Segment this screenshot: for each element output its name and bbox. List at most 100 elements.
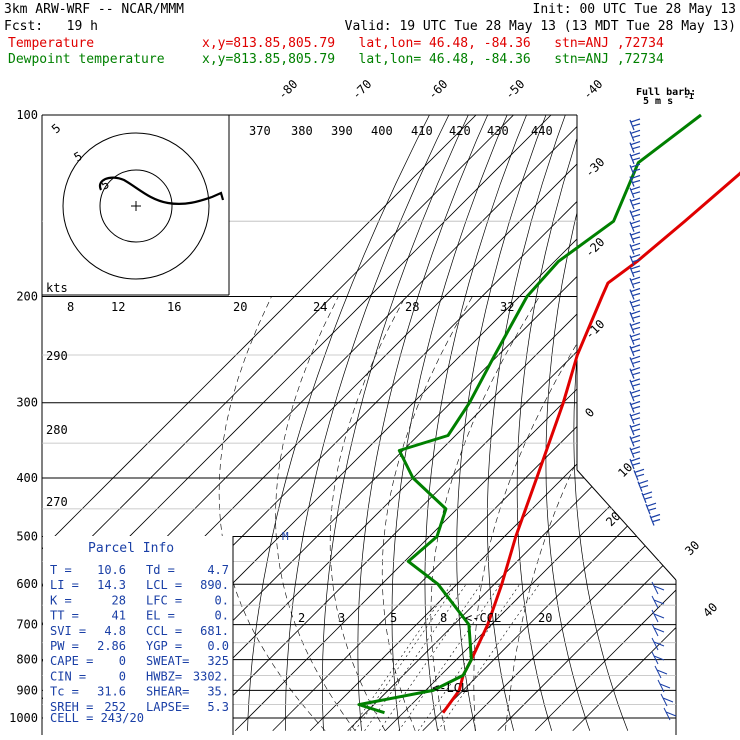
wind-barb [630,333,641,338]
parcel-value: 681. [200,624,229,638]
wind-barb [632,372,641,376]
lcl-label: <-LCL [432,681,468,695]
parcel-label: EL = [146,609,175,623]
parcel-label: SVI = [50,624,86,638]
theta-e-label: 430 [487,124,509,138]
parcel-label: LAPSE= [146,700,189,714]
wind-barb [630,242,641,247]
isotherm-line [234,115,676,732]
wind-barb [659,683,671,689]
isotherm-label: -10 [582,317,607,342]
wind-barb [630,163,641,168]
wind-barb [650,513,661,519]
barb-legend-exponent: -1 [684,92,694,101]
wind-barb [657,679,665,693]
moist-adiabat [329,296,406,731]
wind-barb [629,390,635,402]
wind-barb [660,693,668,707]
wind-barb [656,669,668,675]
wind-barb [629,458,635,470]
wind-barb [653,655,665,661]
wind-barb [630,367,641,372]
pressure-tick-label: 100 [16,108,38,122]
parcel-value: 10.6 [97,563,126,577]
mixing-ratio-label: 2 [298,611,305,625]
wind-barb [630,231,641,236]
mixing-ratio-label: 3 [338,611,345,625]
wind-barb [651,609,659,623]
parcel-value: 35. [207,685,229,699]
isotherm-label: 10 [615,460,635,480]
wind-barb [630,389,641,394]
wind-barb [632,168,641,172]
forecast-hour: Fcst: 19 h [4,19,98,34]
wind-barb [629,357,635,368]
wind-barb [630,220,641,225]
wind-barb [629,176,635,187]
mixing-ratio-label: 5 [390,611,397,625]
wind-barb [632,326,641,330]
wind-barb [630,186,641,191]
theta-e-label: 420 [449,124,471,138]
pressure-tick-label: 500 [16,530,38,544]
wind-barb [632,405,641,410]
init-time: Init: 00 UTC Tue 28 May 13 [532,2,737,17]
wind-barb [632,428,641,432]
isotherm-line [42,115,504,732]
theta-label: 270 [46,495,68,509]
parcel-label: SWEAT= [146,654,189,668]
mixing-ratio-line [349,584,452,731]
theta-label: 290 [46,349,68,363]
temperature-station-info: x,y=813.85,805.79 lat,lon= 46.48, -84.36… [202,36,664,51]
isotherm-label: -30 [582,155,607,180]
wind-barb [630,118,641,123]
pressure-tick-label: 700 [16,618,38,632]
pressure-tick-label: 200 [16,290,38,304]
mixing-ratio-label: 8 [440,611,447,625]
wind-barb [637,481,643,492]
temperature-profile [441,171,740,714]
parcel-value: 252 [104,700,126,714]
wind-barb [630,378,641,383]
mixing-ratio-line [378,584,482,731]
wind-barb [629,255,635,266]
wind-barb [629,153,635,165]
theta-e-label: 410 [411,124,433,138]
parcel-label: TT = [50,609,79,623]
ccl-label: <-CCL [465,611,501,625]
wind-barb [630,208,641,213]
parcel-info-box: Parcel Info T = 10.6 Td = 4.7 LI = 14.3 LCL = 8… [43,536,234,735]
parcel-value: 28 [112,593,126,607]
wind-barb [633,470,639,481]
wind-barb [653,641,665,647]
wind-barb [651,581,659,595]
isotherm-line [272,115,676,732]
wind-barb [638,480,649,485]
parcel-label: SREH = [50,700,93,714]
mixing-ratio-label: 28 [405,300,419,314]
mixing-ratio-label: 32 [500,300,514,314]
theta-e-label: 400 [371,124,393,138]
sounding-series [357,113,740,715]
isotherm-line [459,115,676,732]
wind-barb [634,468,645,473]
wind-barb [648,507,657,511]
parcel-label: K = [50,593,72,607]
theta-e-label: 390 [331,124,353,138]
wind-barb [653,613,665,619]
pressure-axis-labels: 100 200 300 400 500 600 700 800 900 1000 [9,108,38,725]
wind-barb [651,651,659,665]
wind-barb [629,198,635,210]
parcel-value: 41 [112,609,126,623]
wind-barb [630,355,641,360]
pressure-tick-label: 1000 [9,711,38,725]
dewpoint-legend: Dewpoint temperature [8,52,165,67]
wind-barb [632,236,641,240]
wind-barb [630,344,641,349]
isotherm-label: 0 [582,405,597,420]
wind-barb [646,502,657,507]
wind-barb [653,599,665,605]
parcel-value: 5.3 [207,700,229,714]
isotherm-label: -50 [502,77,527,102]
isotherm-label: 40 [700,600,720,620]
